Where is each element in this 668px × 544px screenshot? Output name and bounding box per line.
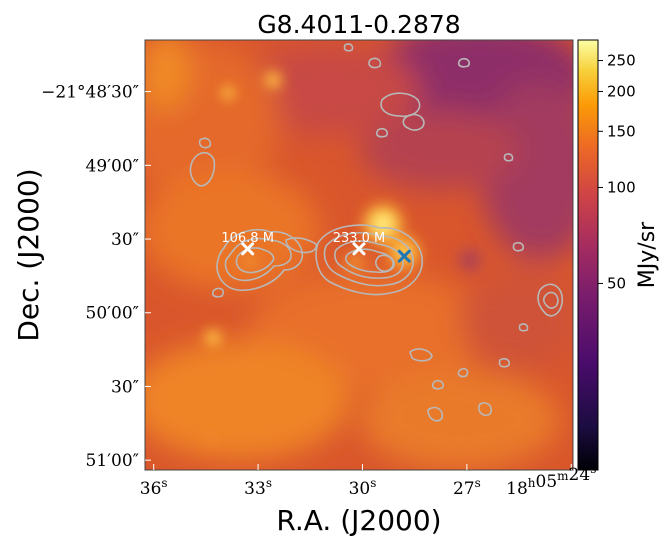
y-tick-label: 50′00″ xyxy=(86,304,139,324)
contour-blob-17 xyxy=(503,153,514,162)
x-tick-label: 36s xyxy=(140,476,168,499)
heatmap-image xyxy=(145,40,573,470)
y-axis-label: Dec. (J2000) xyxy=(12,168,45,341)
y-tick-label: 49′00″ xyxy=(86,156,139,176)
source-marker-blue xyxy=(397,249,411,263)
colorbar: 250 200 150 100 50 MJy/sr xyxy=(577,39,660,471)
x-tick-label: 30s xyxy=(349,476,377,499)
x-tick-label: 33s xyxy=(244,476,272,499)
colorbar-tick-label: 50 xyxy=(607,274,626,292)
contour-blob-11 xyxy=(512,241,525,252)
contour-blob-5 xyxy=(542,291,559,309)
contour-blob-9 xyxy=(198,137,212,149)
source-mass-label: 233.0 M xyxy=(333,231,386,246)
contour-main-1 xyxy=(315,224,423,296)
contours xyxy=(189,43,564,422)
chart-title: G8.4011-0.2878 xyxy=(257,10,460,39)
x-axis-label: R.A. (J2000) xyxy=(276,504,441,537)
contour-main-3 xyxy=(334,240,404,279)
contour-main-5 xyxy=(375,254,394,272)
contour-blob-1 xyxy=(189,151,216,187)
colorbar-ticks: 250 200 150 100 50 xyxy=(598,52,636,292)
contour-left-2 xyxy=(224,237,292,282)
colorbar-label: MJy/sr xyxy=(635,221,660,288)
colorbar-tick-label: 150 xyxy=(607,122,636,140)
contour-blob-8 xyxy=(478,402,493,417)
contour-left-1 xyxy=(216,228,304,292)
contour-blob-13 xyxy=(457,57,471,68)
plot-frame xyxy=(144,39,574,471)
contour-blob-2 xyxy=(380,92,421,118)
contour-blob-7 xyxy=(427,406,444,422)
colorbar-tick-label: 200 xyxy=(607,82,636,100)
contour-blob-16 xyxy=(431,379,445,390)
contour-main-2 xyxy=(323,232,414,287)
contour-blob-18 xyxy=(518,323,529,332)
sources-layer: 106.8 M 233.0 M xyxy=(221,231,411,263)
y-tick-label: −21°48′30″ xyxy=(41,83,139,103)
y-tick-label: 51′00″ xyxy=(86,451,139,471)
contour-blob-19 xyxy=(457,367,469,378)
contour-blob-3 xyxy=(402,113,425,131)
contour-blob-10 xyxy=(375,127,389,138)
contour-blob-15 xyxy=(498,357,511,368)
contour-blob-6 xyxy=(409,348,433,362)
source-marker xyxy=(352,242,366,256)
contour-blob-12 xyxy=(368,57,382,69)
contour-bridge xyxy=(285,237,318,254)
contour-blob-20 xyxy=(343,43,354,52)
y-axis: −21°48′30″ 49′00″ 30″ 50′00″ 30″ 51′00″ xyxy=(41,83,151,471)
source-marker xyxy=(241,242,255,256)
contour-left-3 xyxy=(235,247,275,274)
contour-blob-4 xyxy=(537,283,564,317)
colorbar-tick-label: 100 xyxy=(607,178,636,196)
y-tick-label: 30″ xyxy=(111,377,139,397)
y-tick-label: 30″ xyxy=(111,230,139,250)
contour-blob-14 xyxy=(211,287,225,298)
source-mass-label: 106.8 M xyxy=(221,231,274,246)
colorbar-tick-label: 250 xyxy=(607,52,636,70)
colorbar-fill xyxy=(577,39,599,471)
x-tick-label: 27s xyxy=(453,476,481,499)
